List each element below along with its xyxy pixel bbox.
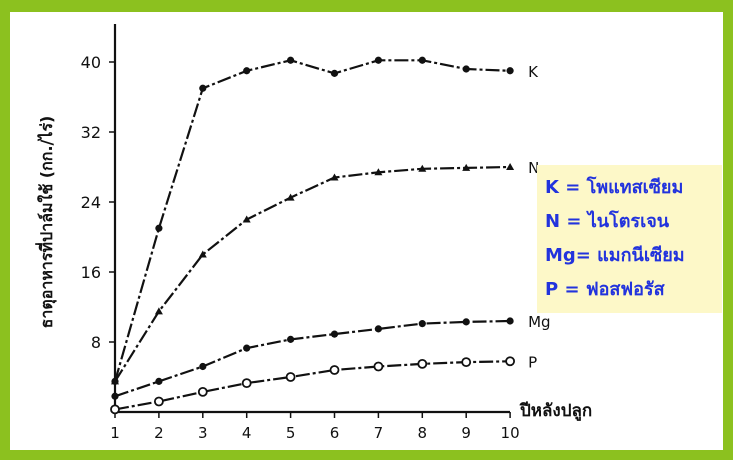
y-tick-label: 24 (81, 193, 101, 212)
data-point (506, 317, 514, 325)
x-axis-label: ปีหลังปลูก (519, 400, 592, 422)
y-ticks: 8 16 24 32 40 (81, 53, 115, 352)
y-tick-label: 16 (81, 263, 101, 282)
legend-key: N (545, 211, 561, 232)
legend-sep: = (558, 279, 586, 300)
legend-label: ไนโตรเจน (587, 211, 670, 232)
data-point (462, 318, 470, 326)
data-point (418, 320, 426, 328)
data-point (330, 69, 339, 77)
data-point (287, 335, 295, 343)
data-point (506, 67, 514, 75)
legend-label: โพแทสเซียม (586, 177, 684, 198)
x-tick-label: 4 (242, 424, 252, 442)
data-point (197, 386, 208, 397)
data-point (374, 325, 382, 333)
x-tick-label: 9 (461, 424, 471, 442)
data-point (243, 67, 251, 75)
data-point (199, 362, 207, 371)
x-tick-label: 10 (501, 424, 520, 442)
data-point (461, 357, 472, 368)
legend-sep: = (558, 177, 587, 198)
y-tick-label: 40 (81, 53, 101, 72)
data-point (330, 330, 339, 338)
data-point (285, 372, 296, 382)
legend-label: แมกนีเซียม (597, 245, 685, 266)
series-end-label: N (528, 159, 539, 177)
series-line (114, 319, 511, 398)
x-tick-label: 6 (330, 424, 340, 442)
series-end-label: K (528, 63, 539, 81)
x-tick-label: 8 (418, 424, 428, 442)
data-point (198, 250, 207, 258)
x-tick-label: 3 (198, 424, 208, 442)
data-point (155, 377, 163, 385)
x-tick-label: 2 (154, 424, 164, 442)
x-tick-label: 1 (110, 424, 120, 442)
data-point (153, 396, 164, 407)
x-tick-label: 7 (374, 424, 384, 442)
legend-label: ฟอสฟอรัส (585, 279, 665, 300)
data-point (418, 56, 426, 64)
data-point (373, 361, 384, 372)
data-point (505, 356, 516, 367)
legend-key: K (545, 177, 559, 198)
data-point (506, 163, 515, 170)
data-point (110, 404, 120, 415)
x-ticks: 1 2 3 4 5 6 7 8 9 10 (110, 412, 520, 442)
series-k (111, 56, 514, 385)
data-point (154, 307, 163, 315)
data-point (287, 56, 295, 64)
legend-key: Mg (545, 245, 576, 266)
data-point (111, 377, 119, 385)
series-labels: K N Mg P (528, 63, 550, 372)
series-line (114, 360, 511, 411)
legend-sep: = (560, 211, 588, 232)
y-tick-label: 32 (81, 123, 101, 142)
data-point (417, 358, 428, 369)
data-point (242, 215, 251, 223)
series-layer (110, 56, 516, 415)
legend-key: P (545, 279, 559, 300)
data-point (286, 193, 295, 201)
series-p (110, 356, 516, 415)
x-tick-label: 5 (286, 424, 296, 442)
data-point (418, 164, 427, 172)
data-point (329, 365, 340, 375)
data-point (155, 224, 163, 232)
series-line (114, 165, 511, 382)
data-point (111, 392, 119, 400)
data-point (462, 163, 471, 171)
legend-item-mg: Mg= แมกนีเซียม (545, 239, 714, 273)
legend-sep: = (575, 245, 598, 266)
data-point (241, 378, 252, 389)
series-end-label: Mg (528, 313, 550, 331)
y-axis-label: ธาตุอาหารที่ปาล์มใช้ (กก./ไร่) (35, 116, 57, 329)
legend-item-n: N = ไนโตรเจน (545, 205, 714, 239)
series-mg (111, 317, 514, 400)
data-point (462, 65, 470, 73)
legend: K = โพแทสเซียม N = ไนโตรเจน Mg= แมกนีเซี… (537, 165, 722, 313)
data-point (374, 168, 383, 176)
series-n (111, 163, 515, 385)
series-end-label: P (528, 353, 537, 371)
data-point (243, 344, 251, 352)
data-point (199, 84, 207, 92)
y-tick-label: 8 (91, 333, 101, 352)
data-point (330, 173, 339, 181)
series-line (113, 59, 511, 382)
legend-item-p: P = ฟอสฟอรัส (545, 273, 714, 307)
data-point (374, 56, 382, 64)
legend-item-k: K = โพแทสเซียม (545, 171, 714, 205)
